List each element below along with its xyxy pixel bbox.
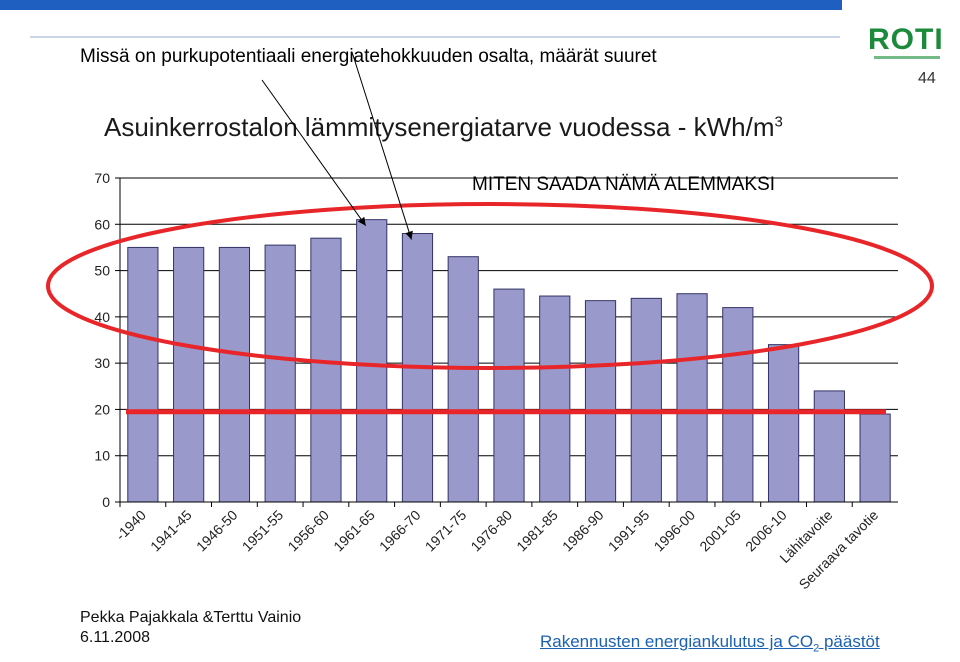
bar: [127, 246, 159, 503]
arrow-to-1966-70: [351, 51, 413, 240]
roti-logo: ROTI: [868, 23, 944, 56]
bar: [584, 300, 617, 503]
author-date: 6.11.2008: [80, 629, 150, 646]
x-tick-label: 1956-60: [284, 507, 332, 555]
x-tick-label: -1940: [112, 507, 149, 544]
bar: [813, 390, 845, 503]
x-tick-label: 1996-00: [651, 507, 699, 555]
x-tick-label: 1986-90: [559, 507, 607, 555]
y-tick-label: 30: [94, 355, 110, 371]
x-tick-label: 1976-80: [467, 507, 515, 555]
bar: [767, 344, 800, 503]
page-number: 44: [918, 70, 936, 87]
bar: [539, 295, 571, 503]
x-tick-label: 1951-55: [239, 507, 287, 555]
y-tick-label: 10: [94, 448, 110, 464]
bar: [630, 297, 662, 503]
footer-link-main: Rakennusten energiankulutus ja CO: [540, 632, 814, 651]
footer-link-tail: päästöt: [819, 632, 880, 651]
bar: [173, 246, 205, 503]
x-tick-label: 1991-95: [605, 507, 653, 555]
bar: [493, 288, 525, 503]
author-block: Pekka Pajakkala &Terttu Vainio 6.11.2008: [80, 608, 301, 648]
x-tick-label: 1941-45: [147, 507, 195, 555]
chart-title-text: Asuinkerrostalon lämmitysenergiatarve vu…: [104, 112, 775, 142]
x-tick-label: 1946-50: [193, 507, 241, 555]
footer-link-sub: 2: [813, 642, 820, 655]
x-tick-label: 1966-70: [376, 507, 424, 555]
x-tick-label: 1981-85: [513, 507, 561, 555]
x-tick-label: 2001-05: [696, 507, 744, 555]
annotation-text: MITEN SAADA NÄMÄ ALEMMAKSI: [472, 174, 776, 195]
slide-title: Missä on purkupotentiaali energiatehokku…: [80, 46, 657, 67]
overlays: [46, 51, 934, 415]
x-tick-label: 1971-75: [422, 507, 470, 555]
x-tick-label: 1961-65: [330, 507, 378, 555]
top-accent-bar: [0, 0, 842, 10]
bar: [310, 237, 342, 503]
logo-underline: [874, 56, 940, 59]
bar: [676, 293, 708, 503]
x-tick-label: Seuraava tavotie: [796, 507, 882, 593]
y-tick-label: 0: [102, 494, 110, 510]
bar: [447, 256, 479, 503]
arrow-to-1961-65: [261, 79, 367, 226]
bar: [218, 246, 251, 503]
footer-link[interactable]: Rakennusten energiankulutus ja CO2 pääst…: [540, 632, 880, 654]
y-tick-label: 70: [94, 170, 110, 186]
y-tick-label: 40: [94, 309, 110, 325]
bar: [264, 244, 296, 503]
chart-title-superscript: 3: [774, 113, 783, 131]
bar: [859, 413, 891, 503]
chart-title: Asuinkerrostalon lämmitysenergiatarve vu…: [104, 112, 783, 143]
y-tick-label: 50: [94, 263, 110, 279]
bar: [722, 307, 754, 503]
bar: [356, 219, 388, 503]
y-tick-label: 20: [94, 401, 110, 417]
bars: [127, 219, 891, 503]
title-divider: [30, 36, 840, 38]
highlight-ellipse: [46, 202, 934, 370]
y-tick-label: 60: [94, 216, 110, 232]
author-names: Pekka Pajakkala &Terttu Vainio: [80, 609, 302, 626]
